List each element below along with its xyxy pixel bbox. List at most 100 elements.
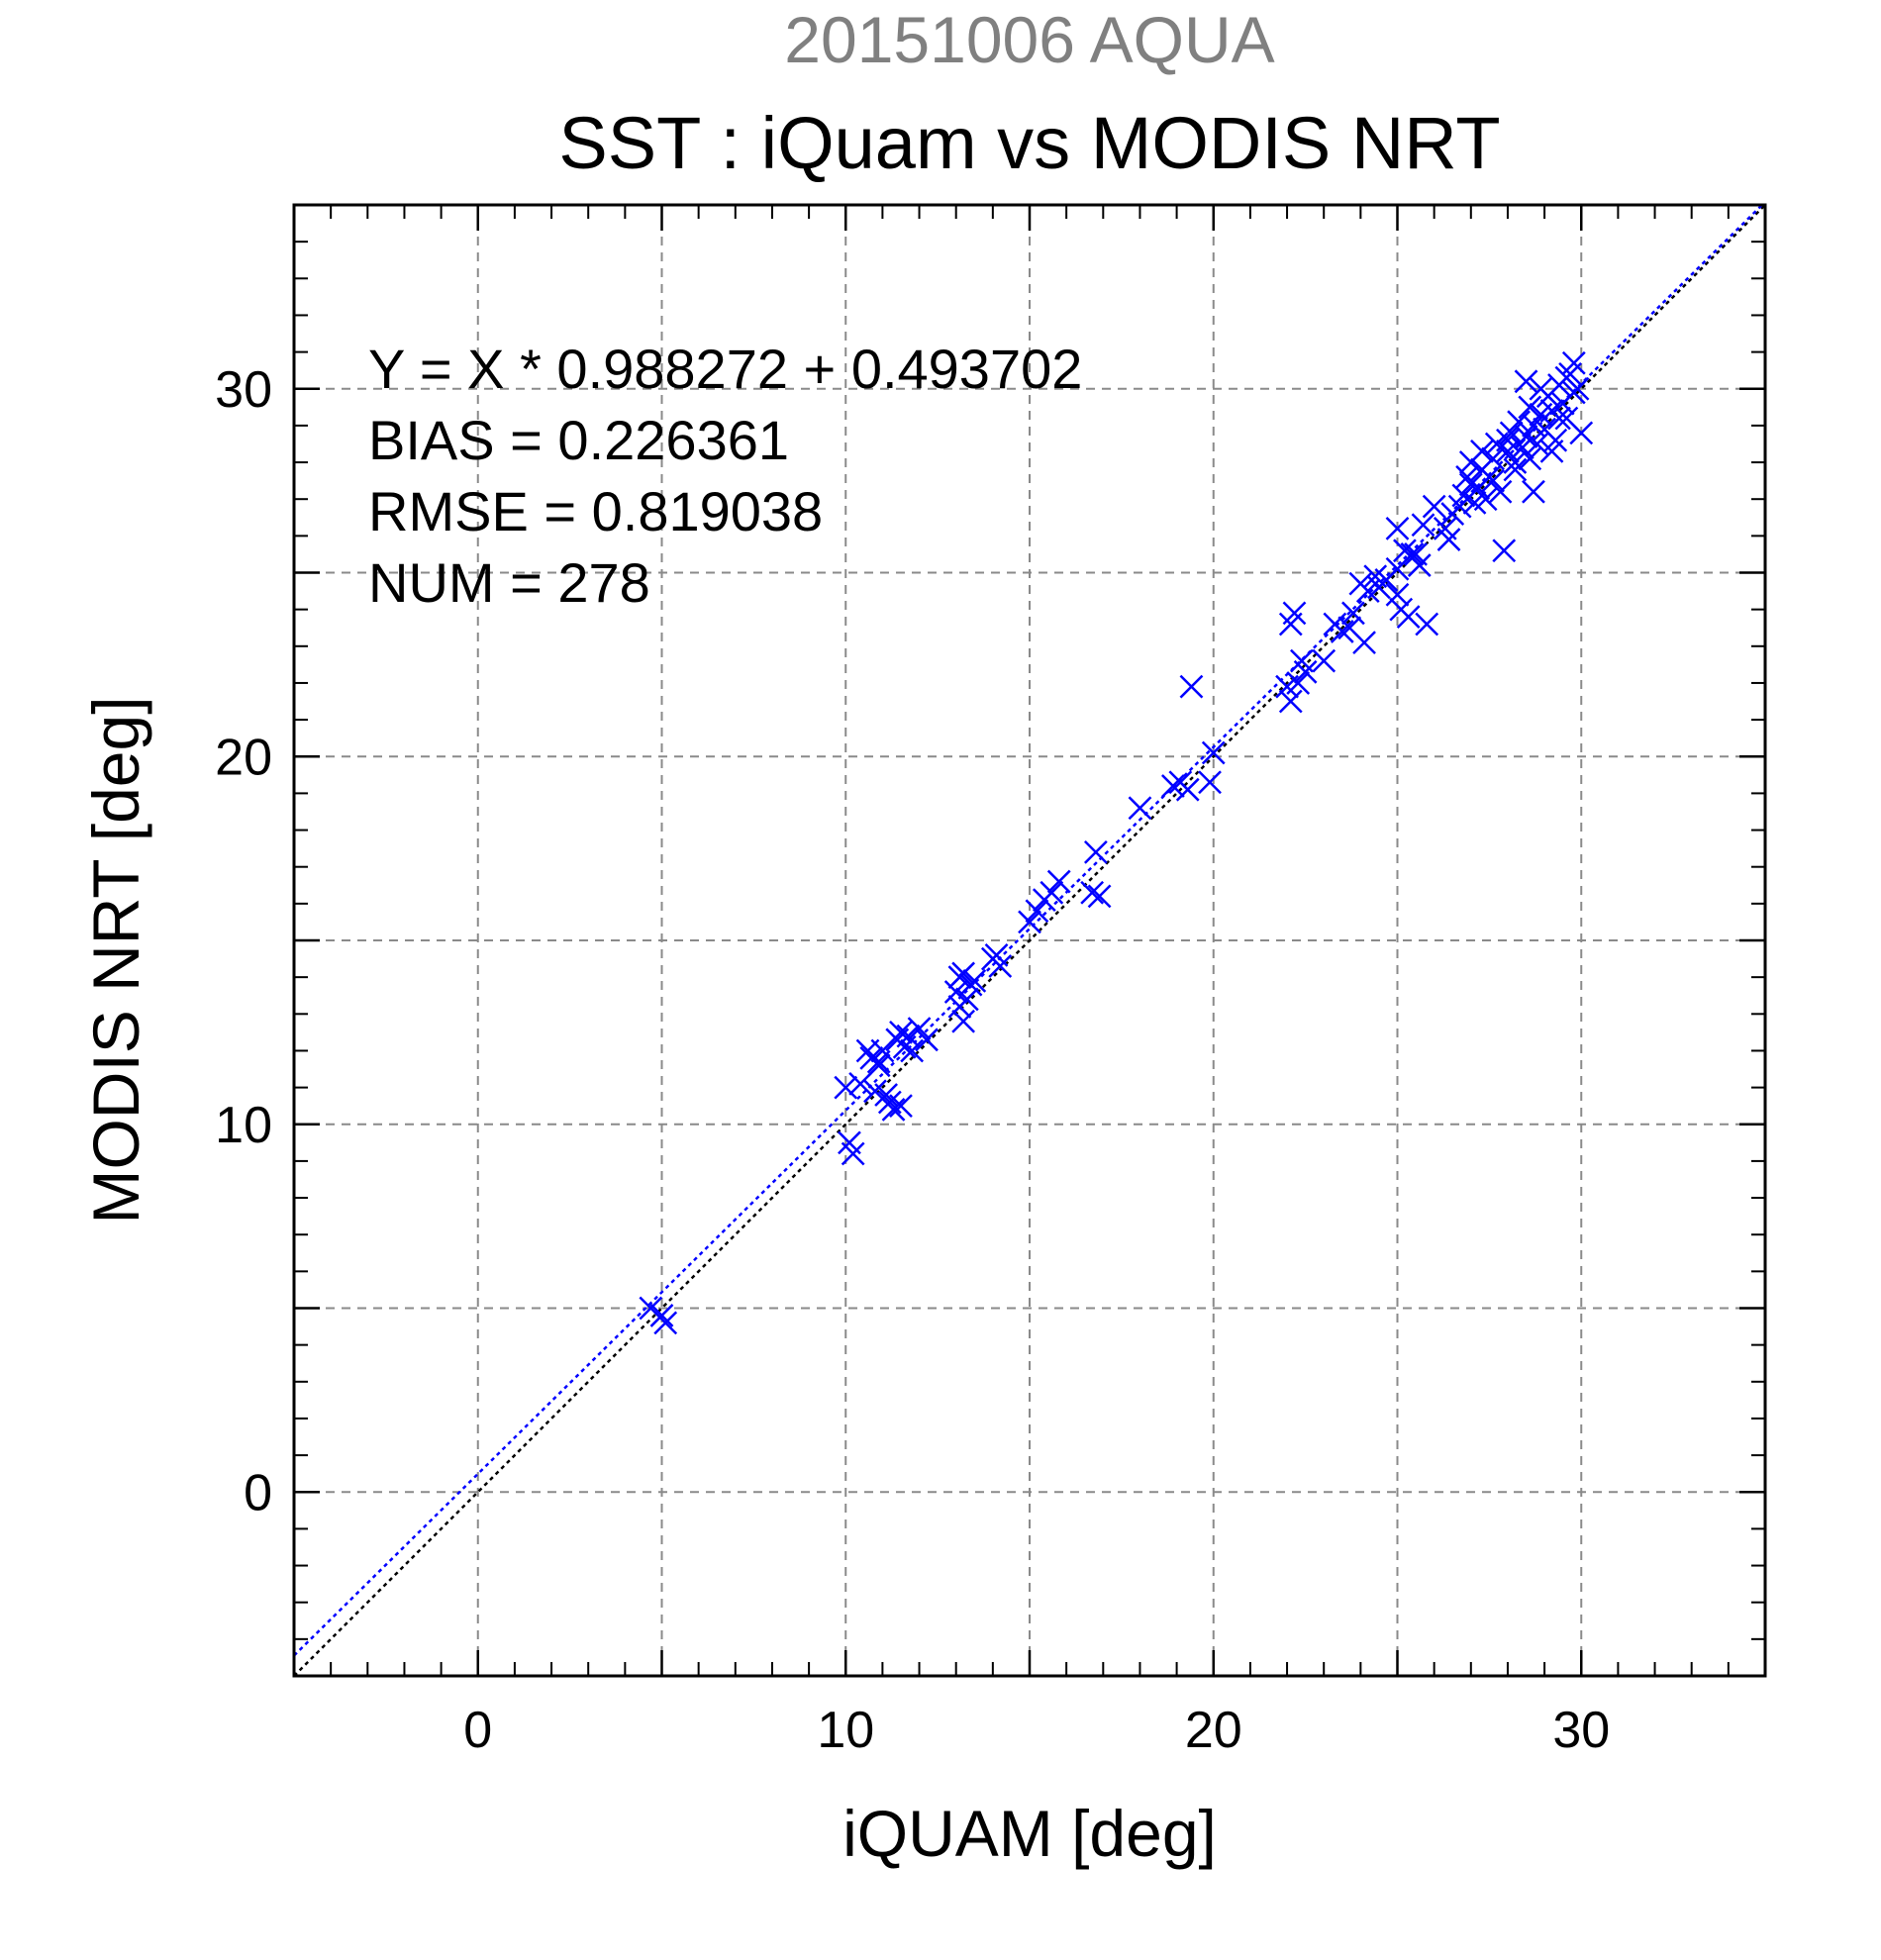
data-point bbox=[1396, 605, 1421, 629]
data-point-stroke bbox=[1503, 457, 1528, 482]
data-point-stroke bbox=[881, 1098, 906, 1122]
data-point bbox=[951, 961, 976, 986]
data-point bbox=[1040, 880, 1064, 905]
data-point-stroke bbox=[1499, 421, 1524, 445]
data-point bbox=[962, 968, 987, 993]
data-point bbox=[874, 1083, 898, 1107]
data-point bbox=[1282, 601, 1307, 626]
data-point bbox=[1083, 839, 1108, 864]
data-point bbox=[1087, 884, 1112, 909]
data-point-stroke bbox=[951, 1009, 976, 1033]
data-point bbox=[896, 1024, 921, 1048]
data-point-stroke bbox=[866, 1053, 891, 1078]
data-point-stroke bbox=[1330, 620, 1354, 643]
data-point-stroke bbox=[1385, 517, 1410, 540]
data-point-stroke bbox=[1286, 671, 1311, 695]
data-point-stroke bbox=[1533, 417, 1556, 441]
data-point bbox=[1481, 468, 1505, 493]
data-point bbox=[1400, 542, 1425, 566]
data-point-stroke bbox=[1492, 539, 1517, 563]
x-tick-label: 10 bbox=[817, 1702, 874, 1759]
data-point-stroke bbox=[889, 1094, 913, 1119]
data-point-stroke bbox=[1518, 395, 1542, 420]
data-point-stroke bbox=[962, 968, 987, 993]
data-point bbox=[1522, 479, 1545, 504]
data-point bbox=[1503, 457, 1528, 482]
data-point-stroke bbox=[1481, 468, 1505, 493]
data-point bbox=[1025, 899, 1049, 924]
y-tick-label: 10 bbox=[215, 1097, 272, 1154]
data-point-stroke bbox=[1514, 425, 1538, 448]
data-point bbox=[900, 1038, 925, 1063]
data-point bbox=[1341, 601, 1365, 626]
data-point bbox=[1385, 517, 1410, 540]
data-point bbox=[1352, 631, 1376, 654]
data-point-stroke bbox=[1352, 631, 1376, 654]
data-point bbox=[1411, 513, 1436, 538]
stat-line: NUM = 278 bbox=[368, 551, 650, 614]
data-point bbox=[907, 1017, 932, 1041]
data-point bbox=[1128, 796, 1152, 821]
data-point-stroke bbox=[1040, 880, 1064, 905]
data-point-stroke bbox=[1198, 770, 1222, 795]
data-point-stroke bbox=[1451, 483, 1476, 508]
data-point bbox=[1470, 440, 1494, 463]
data-point-stroke bbox=[1201, 740, 1226, 765]
data-point bbox=[889, 1020, 913, 1044]
data-point-stroke bbox=[1496, 440, 1520, 463]
data-point-stroke bbox=[1422, 494, 1446, 519]
data-point-stroke bbox=[1282, 601, 1307, 626]
data-point bbox=[1518, 395, 1542, 420]
data-point bbox=[1518, 446, 1542, 471]
data-point-stroke bbox=[907, 1017, 932, 1041]
data-point bbox=[1407, 553, 1432, 577]
data-point bbox=[1514, 369, 1538, 394]
data-point-stroke bbox=[1128, 796, 1152, 821]
data-point-stroke bbox=[1565, 376, 1590, 401]
data-point-stroke bbox=[1278, 689, 1303, 714]
data-point bbox=[866, 1049, 891, 1074]
data-point bbox=[1330, 620, 1354, 643]
data-point bbox=[1436, 528, 1461, 551]
data-point bbox=[1201, 740, 1226, 765]
data-point-stroke bbox=[874, 1083, 898, 1107]
y-tick-label: 0 bbox=[244, 1464, 272, 1521]
data-point-stroke bbox=[988, 954, 1013, 978]
data-point-stroke bbox=[1293, 659, 1318, 684]
data-point bbox=[1293, 659, 1318, 684]
data-point-stroke bbox=[1087, 884, 1112, 909]
data-point-stroke bbox=[896, 1024, 921, 1048]
data-point-stroke bbox=[649, 1304, 674, 1327]
data-point-stroke bbox=[1433, 517, 1457, 540]
stats-annotation: Y = X * 0.988272 + 0.493702 BIAS = 0.2263… bbox=[368, 338, 1082, 614]
data-point-stroke bbox=[951, 961, 976, 986]
data-point-stroke bbox=[1554, 406, 1579, 431]
data-point bbox=[1415, 612, 1439, 637]
data-point-stroke bbox=[1393, 539, 1417, 563]
data-point-stroke bbox=[1525, 432, 1549, 456]
data-point bbox=[1503, 450, 1528, 474]
data-point bbox=[1473, 487, 1498, 512]
data-point bbox=[947, 994, 972, 1019]
data-point-stroke bbox=[1529, 376, 1553, 401]
data-point bbox=[1046, 869, 1071, 894]
data-point bbox=[1080, 880, 1105, 905]
data-point-stroke bbox=[1396, 605, 1421, 629]
data-point-stroke bbox=[1503, 450, 1528, 474]
data-point bbox=[834, 1075, 858, 1100]
data-point-stroke bbox=[1522, 414, 1545, 438]
data-point bbox=[984, 942, 1009, 967]
data-point bbox=[889, 1094, 913, 1119]
data-point-stroke bbox=[834, 1075, 858, 1100]
data-point bbox=[1488, 479, 1513, 504]
data-point-stroke bbox=[1554, 365, 1579, 390]
data-point bbox=[1525, 432, 1549, 456]
data-point-stroke bbox=[1083, 839, 1108, 864]
data-point bbox=[881, 1098, 906, 1122]
data-point bbox=[1312, 648, 1336, 673]
data-point-stroke bbox=[877, 1090, 902, 1115]
data-point-stroke bbox=[947, 994, 972, 1019]
data-point-stroke bbox=[943, 980, 968, 1004]
data-point bbox=[1547, 406, 1571, 431]
data-point bbox=[1499, 421, 1524, 445]
